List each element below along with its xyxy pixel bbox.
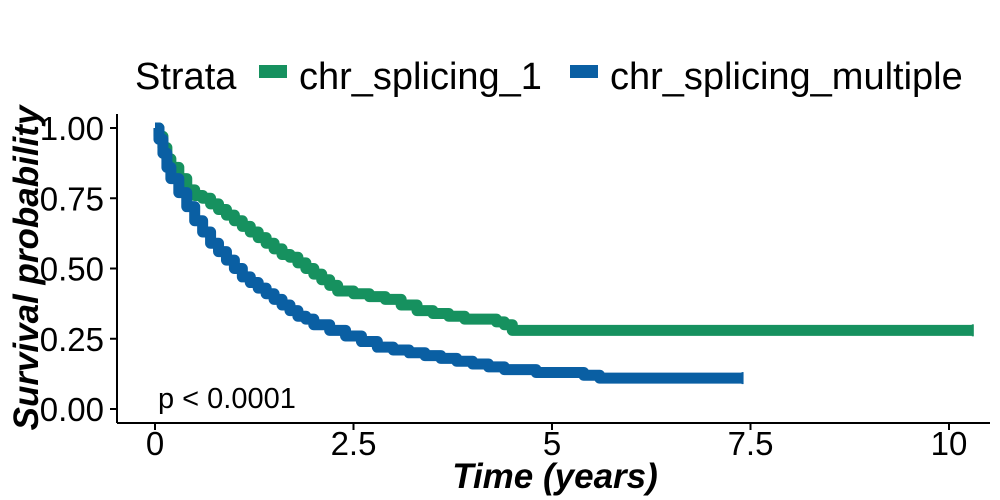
x-tick-label: 2.5 [331, 425, 377, 462]
y-tick-label: 0.50 [40, 251, 104, 288]
legend-swatch-chr-splicing-multiple [570, 65, 598, 78]
y-axis-ticks: 0.00 0.25 0.50 0.75 1.00 [40, 110, 117, 428]
x-axis-ticks: 0 2.5 5 7.5 10 [146, 423, 968, 462]
legend-title: Strata [135, 56, 237, 98]
y-axis-title: Survival probability [7, 104, 46, 430]
survival-curves [153, 122, 974, 385]
y-tick-label: 0.00 [40, 391, 104, 428]
x-tick-label: 7.5 [728, 425, 774, 462]
y-tick-label: 0.75 [40, 180, 104, 217]
x-tick-label: 5 [543, 425, 561, 462]
legend-label-chr-splicing-1: chr_splicing_1 [299, 56, 542, 98]
legend-swatch-chr-splicing-1 [259, 65, 287, 78]
x-axis-title: Time (years) [452, 457, 658, 496]
series-line-chr-splicing-1 [153, 122, 973, 336]
legend: Strata chr_splicing_1 chr_splicing_multi… [135, 56, 963, 98]
legend-label-chr-splicing-multiple: chr_splicing_multiple [610, 56, 963, 98]
x-tick-label: 0 [146, 425, 164, 462]
p-value-annotation: p < 0.0001 [158, 383, 296, 415]
x-tick-label: 10 [931, 425, 968, 462]
y-tick-label: 1.00 [40, 110, 104, 147]
series-line-chr-splicing-multiple [153, 122, 743, 384]
y-tick-label: 0.25 [40, 321, 104, 358]
